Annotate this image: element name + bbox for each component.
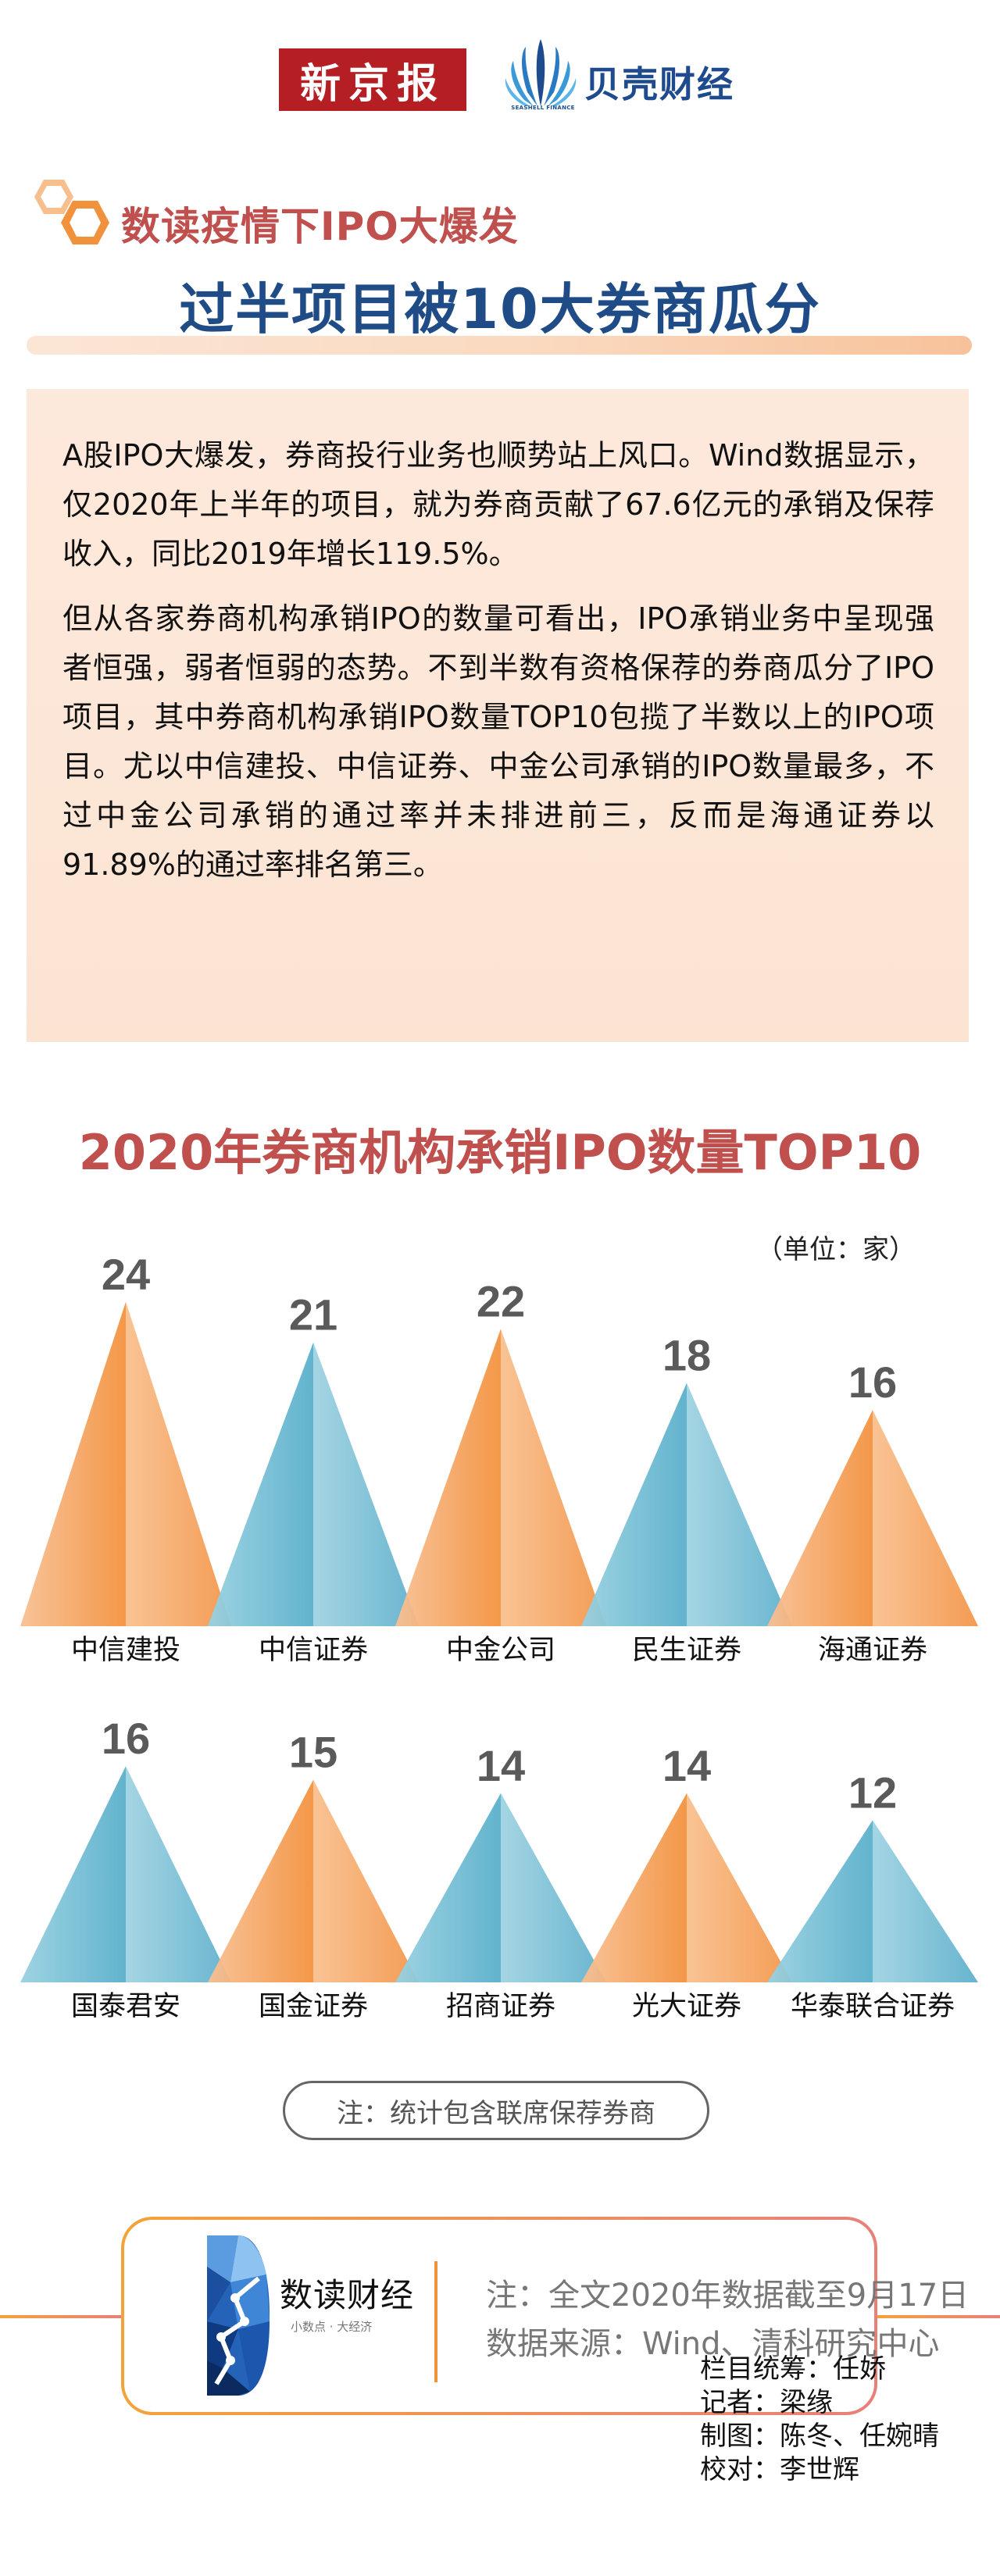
footer-brand-name: 数读财经: [280, 2276, 415, 2314]
bar-category-label: 国金证券: [259, 1991, 368, 2022]
note-pill: 注：统计包含联席保荐券商: [283, 2081, 709, 2140]
bar-category-label: 中信证券: [259, 1635, 368, 1666]
chart-unit: （单位：家）: [756, 1234, 916, 1265]
bar-category-label: 华泰联合证券: [791, 1991, 955, 2022]
bar-value-label: 18: [662, 1331, 711, 1380]
credit-proofreader: 校对：李世辉: [700, 2454, 859, 2485]
chart-baseline: [16, 1626, 984, 1629]
chart-bars: 24 中信建投 21 中信证券 22 中金公司 18 民生证券 16 海通证券 16 国泰君安 15 国金…: [16, 1250, 984, 2022]
bar-value-label: 22: [477, 1276, 525, 1325]
footer-note-date: 注：全文2020年数据截至9月17日: [486, 2278, 970, 2314]
xinjingbao-logo: 新京报: [279, 48, 466, 111]
footer-line-right: [877, 2315, 1000, 2318]
credits: 栏目统筹：任娇 记者：梁缘 制图：陈冬、任婉晴 校对：李世辉: [700, 2353, 939, 2487]
chart-bar: 14 招商证券: [395, 1741, 606, 2022]
intro-text-box: A股IPO大爆发，券商投行业务也顺势站上风口。Wind数据显示，仅2020年上半…: [27, 389, 969, 1042]
chart-bar: 24 中信建投: [20, 1250, 231, 1666]
chart-bar: 12 华泰联合证券: [767, 1768, 978, 2022]
chart-bar: 15 国金证券: [208, 1728, 419, 2022]
hexagon-small-icon: [34, 180, 73, 214]
credit-editor: 栏目统筹：任娇: [700, 2353, 886, 2385]
intro-paragraph-2: 但从各家券商机构承销IPO的数量可看出，IPO承销业务中呈现强者恒强，弱者恒弱的…: [62, 601, 934, 882]
bar-value-label: 15: [289, 1728, 338, 1777]
footer-brand-slogan: 小数点 · 大经济: [291, 2320, 373, 2334]
footer-divider: [434, 2261, 438, 2382]
bar-value-label: 21: [289, 1290, 338, 1340]
seashell-logo-icon: [505, 39, 577, 106]
subtitle: 数读疫情下IPO大爆发: [121, 204, 519, 249]
chart-bar: 21 中信证券: [208, 1290, 419, 1666]
bar-category-label: 中金公司: [446, 1635, 555, 1666]
seashell-logo-name: 贝壳财经: [584, 63, 734, 105]
seashell-logo-subtext: SEASHELL FINANCE: [511, 105, 575, 111]
chart-baseline: [16, 1982, 984, 1985]
chart-bar: 16 国泰君安: [20, 1714, 231, 2022]
chart-bar: 22 中金公司: [395, 1276, 606, 1666]
bar-value-label: 24: [102, 1250, 150, 1299]
bar-category-label: 海通证券: [818, 1635, 927, 1666]
credit-reporter: 记者：梁缘: [700, 2387, 833, 2418]
chart-bar: 18 民生证券: [581, 1331, 792, 1666]
bar-category-label: 光大证券: [632, 1991, 741, 2022]
footer-note: 注：全文2020年数据截至9月17日 数据来源：Wind、清科研究中心: [486, 2271, 969, 2368]
bar-category-label: 国泰君安: [71, 1991, 180, 2022]
bar-category-label: 民生证券: [632, 1635, 741, 1666]
bar-value-label: 14: [477, 1741, 525, 1790]
intro-paragraph-1: A股IPO大爆发，券商投行业务也顺势站上风口。Wind数据显示，仅2020年上半…: [62, 438, 934, 571]
bar-value-label: 16: [848, 1358, 897, 1407]
credit-graphics: 制图：陈冬、任婉晴: [700, 2421, 939, 2452]
bar-category-label: 招商证券: [446, 1991, 555, 2022]
shudu-caijing-logo-icon: [207, 2235, 270, 2396]
hexagon-large-icon: [61, 201, 109, 244]
chart-bar: 16 海通证券: [767, 1358, 978, 1666]
bar-value-label: 12: [848, 1768, 897, 1817]
bar-value-label: 16: [102, 1714, 150, 1763]
chart-bar: 14 光大证券: [581, 1741, 792, 2022]
footer-note-source: 数据来源：Wind、清科研究中心: [486, 2326, 940, 2362]
chart-title: 2020年券商机构承销IPO数量TOP10: [78, 1124, 922, 1181]
footer-line-left: [0, 2315, 123, 2318]
title-underline-bar: [27, 336, 972, 355]
bar-value-label: 14: [662, 1741, 711, 1790]
bar-category-label: 中信建投: [71, 1635, 180, 1666]
page-title: 过半项目被10大券商瓜分: [179, 277, 821, 341]
triangle-bar-chart: 24 中信建投 21 中信证券 22 中金公司 18 民生证券 16 海通证券 16 国泰君安 15 国金…: [16, 1250, 984, 2022]
